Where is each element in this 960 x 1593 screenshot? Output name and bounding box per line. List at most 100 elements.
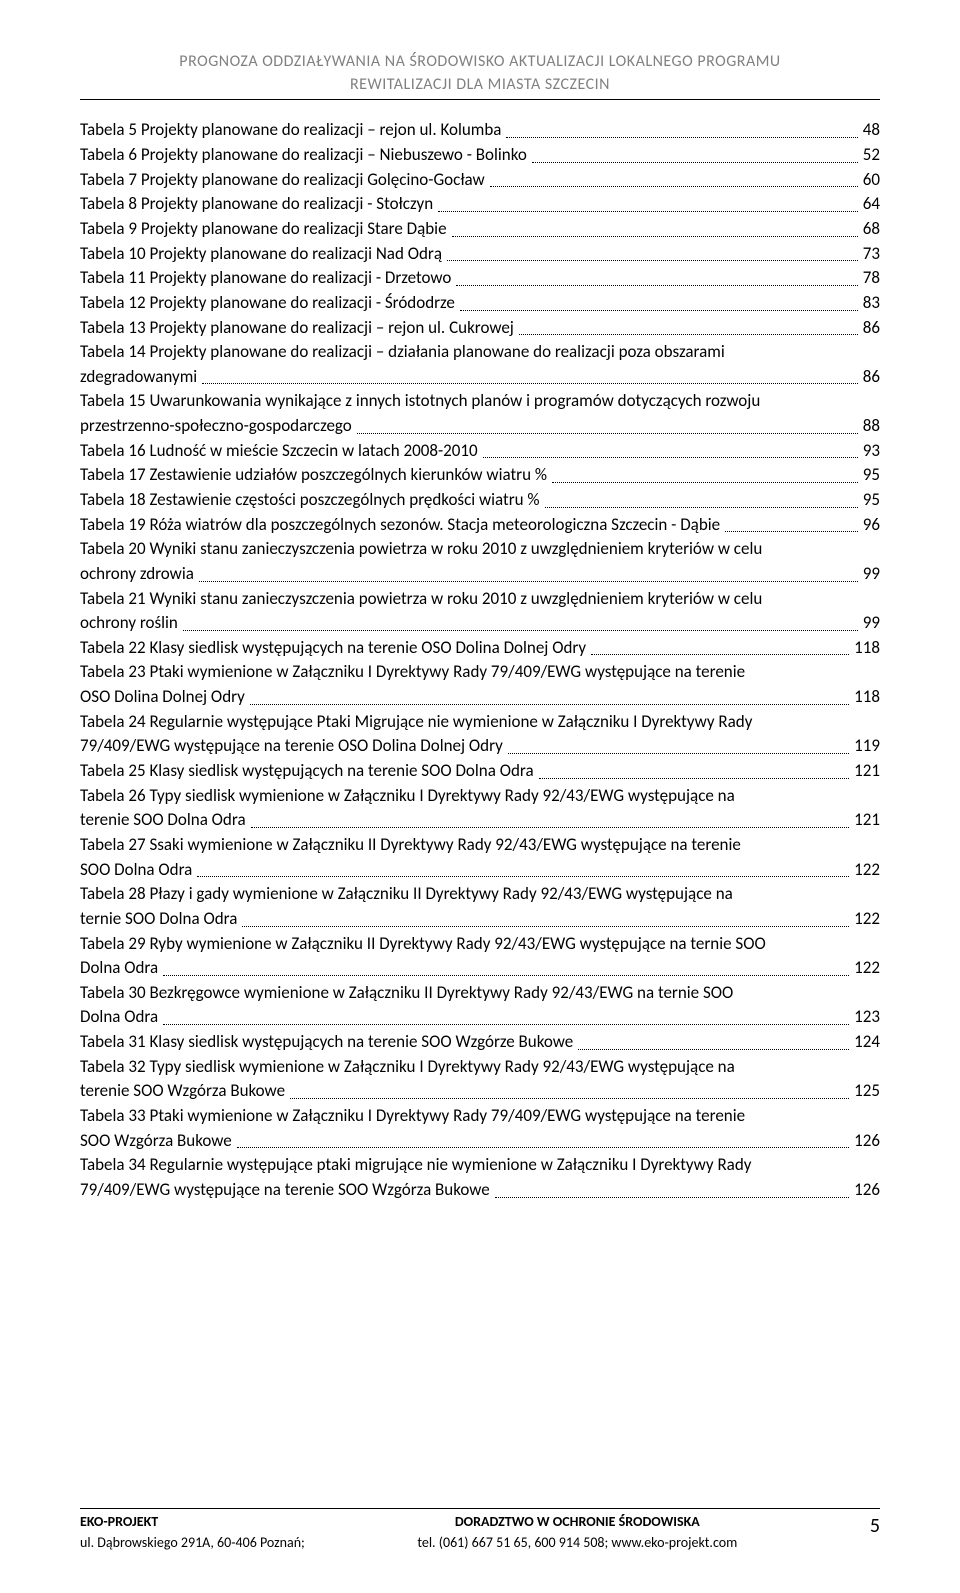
- toc-entry: Tabela 7 Projekty planowane do realizacj…: [80, 168, 880, 193]
- header-rule: [80, 99, 880, 100]
- toc-entry-text: Tabela 19 Róża wiatrów dla poszczególnyc…: [80, 513, 720, 538]
- toc-entry-page: 118: [854, 636, 880, 661]
- toc-entry-text: Tabela 25 Klasy siedlisk występujących n…: [80, 759, 534, 784]
- toc-entry-text: Tabela 13 Projekty planowane do realizac…: [80, 316, 514, 341]
- toc-entry-page: 119: [854, 734, 880, 759]
- toc-entry-text-continued: Dolna Odra: [80, 1005, 158, 1030]
- toc-entry-page: 95: [863, 463, 880, 488]
- toc-entry: Tabela 9 Projekty planowane do realizacj…: [80, 217, 880, 242]
- toc-leader: [519, 320, 858, 335]
- toc-entry-text-continued: 79/409/EWG występujące na terenie SOO Wz…: [80, 1178, 490, 1203]
- toc-entry-text: Tabela 32 Typy siedlisk wymienione w Zał…: [80, 1055, 880, 1080]
- toc-entry: Tabela 19 Róża wiatrów dla poszczególnyc…: [80, 513, 880, 538]
- toc-entry-text: Tabela 34 Regularnie występujące ptaki m…: [80, 1153, 880, 1178]
- toc-entry-text: Tabela 12 Projekty planowane do realizac…: [80, 291, 455, 316]
- toc-leader: [460, 295, 858, 310]
- toc-leader: [250, 689, 849, 704]
- toc-entry-text-continued: SOO Wzgórza Bukowe: [80, 1129, 232, 1154]
- toc-entry-text: Tabela 33 Ptaki wymienione w Załączniku …: [80, 1104, 880, 1129]
- toc-entry-page: 118: [854, 685, 880, 710]
- footer-rule: [80, 1508, 880, 1509]
- toc-entry-page: 122: [854, 907, 880, 932]
- toc-entry: Tabela 30 Bezkręgowce wymienione w Załąc…: [80, 981, 880, 1030]
- toc-entry-text-continued: ochrony zdrowia: [80, 562, 194, 587]
- toc-leader: [552, 468, 858, 483]
- toc-leader: [251, 813, 850, 828]
- toc-leader: [163, 1010, 849, 1025]
- toc-entry: Tabela 10 Projekty planowane do realizac…: [80, 242, 880, 267]
- list-of-tables: Tabela 5 Projekty planowane do realizacj…: [80, 118, 880, 1202]
- toc-entry-page: 60: [863, 168, 880, 193]
- toc-entry-text: Tabela 23 Ptaki wymienione w Załączniku …: [80, 660, 880, 685]
- toc-entry-text-continued: SOO Dolna Odra: [80, 858, 192, 883]
- toc-entry-page: 123: [854, 1005, 880, 1030]
- toc-entry-text: Tabela 10 Projekty planowane do realizac…: [80, 242, 442, 267]
- toc-entry: Tabela 14 Projekty planowane do realizac…: [80, 340, 880, 389]
- toc-entry-page: 122: [854, 858, 880, 883]
- toc-entry: Tabela 25 Klasy siedlisk występujących n…: [80, 759, 880, 784]
- toc-entry-text: Tabela 26 Typy siedlisk wymienione w Zał…: [80, 784, 880, 809]
- toc-entry: Tabela 27 Ssaki wymienione w Załączniku …: [80, 833, 880, 882]
- page-footer: EKO-PROJEKT ul. Dąbrowskiego 291A, 60-40…: [80, 1508, 880, 1553]
- toc-entry-text: Tabela 24 Regularnie występujące Ptaki M…: [80, 710, 880, 735]
- toc-entry-text: Tabela 27 Ssaki wymienione w Załączniku …: [80, 833, 880, 858]
- toc-leader: [495, 1182, 849, 1197]
- toc-entry-page: 83: [863, 291, 880, 316]
- running-header: PROGNOZA ODDZIAŁYWANIA NA ŚRODOWISKO AKT…: [80, 50, 880, 96]
- toc-leader: [506, 123, 857, 138]
- toc-leader: [456, 271, 857, 286]
- toc-entry-text-continued: ternie SOO Dolna Odra: [80, 907, 237, 932]
- toc-entry: Tabela 13 Projekty planowane do realizac…: [80, 316, 880, 341]
- toc-entry-page: 73: [863, 242, 880, 267]
- toc-entry-text-continued: terenie SOO Wzgórza Bukowe: [80, 1079, 285, 1104]
- toc-entry: Tabela 22 Klasy siedlisk występujących n…: [80, 636, 880, 661]
- toc-entry-text: Tabela 28 Płazy i gady wymienione w Załą…: [80, 882, 880, 907]
- toc-leader: [447, 246, 858, 261]
- toc-entry-page: 88: [863, 414, 880, 439]
- toc-entry: Tabela 6 Projekty planowane do realizacj…: [80, 143, 880, 168]
- toc-leader: [532, 147, 858, 162]
- header-line-1: PROGNOZA ODDZIAŁYWANIA NA ŚRODOWISKO AKT…: [80, 50, 880, 73]
- toc-leader: [202, 369, 858, 384]
- toc-leader: [452, 221, 858, 236]
- toc-entry-text: Tabela 15 Uwarunkowania wynikające z inn…: [80, 389, 880, 414]
- footer-center-block: DORADZTWO W OCHRONIE ŚRODOWISKA tel. (06…: [305, 1512, 850, 1553]
- toc-leader: [483, 443, 858, 458]
- toc-leader: [163, 961, 849, 976]
- toc-leader: [725, 517, 858, 532]
- toc-entry-text: Tabela 14 Projekty planowane do realizac…: [80, 340, 880, 365]
- toc-entry-text: Tabela 8 Projekty planowane do realizacj…: [80, 192, 433, 217]
- toc-entry-text: Tabela 20 Wyniki stanu zanieczyszczenia …: [80, 537, 880, 562]
- toc-entry-text-continued: OSO Dolina Dolnej Odry: [80, 685, 245, 710]
- toc-entry-page: 125: [854, 1079, 880, 1104]
- toc-entry: Tabela 26 Typy siedlisk wymienione w Zał…: [80, 784, 880, 833]
- toc-entry: Tabela 32 Typy siedlisk wymienione w Zał…: [80, 1055, 880, 1104]
- toc-entry-text: Tabela 9 Projekty planowane do realizacj…: [80, 217, 447, 242]
- toc-entry-page: 86: [863, 365, 880, 390]
- toc-entry: Tabela 5 Projekty planowane do realizacj…: [80, 118, 880, 143]
- footer-center-contact: tel. (061) 667 51 65, 600 914 508; www.e…: [305, 1533, 850, 1553]
- toc-entry: Tabela 17 Zestawienie udziałów poszczegó…: [80, 463, 880, 488]
- toc-leader: [508, 739, 849, 754]
- toc-entry-page: 99: [863, 611, 880, 636]
- toc-entry-page: 95: [863, 488, 880, 513]
- header-line-2: REWITALIZACJI DLA MIASTA SZCZECIN: [80, 73, 880, 96]
- toc-entry-page: 122: [854, 956, 880, 981]
- toc-leader: [197, 862, 849, 877]
- toc-entry-text: Tabela 7 Projekty planowane do realizacj…: [80, 168, 485, 193]
- toc-entry-page: 52: [863, 143, 880, 168]
- toc-leader: [591, 640, 849, 655]
- toc-entry: Tabela 8 Projekty planowane do realizacj…: [80, 192, 880, 217]
- toc-entry-text-continued: ochrony roślin: [80, 611, 178, 636]
- toc-entry: Tabela 12 Projekty planowane do realizac…: [80, 291, 880, 316]
- toc-entry: Tabela 34 Regularnie występujące ptaki m…: [80, 1153, 880, 1202]
- toc-entry-text: Tabela 17 Zestawienie udziałów poszczegó…: [80, 463, 547, 488]
- toc-entry: Tabela 33 Ptaki wymienione w Załączniku …: [80, 1104, 880, 1153]
- toc-entry-text: Tabela 22 Klasy siedlisk występujących n…: [80, 636, 586, 661]
- toc-entry: Tabela 28 Płazy i gady wymienione w Załą…: [80, 882, 880, 931]
- toc-entry-text-continued: terenie SOO Dolna Odra: [80, 808, 246, 833]
- toc-entry: Tabela 11 Projekty planowane do realizac…: [80, 266, 880, 291]
- toc-leader: [438, 197, 858, 212]
- toc-entry-page: 64: [863, 192, 880, 217]
- toc-leader: [237, 1133, 849, 1148]
